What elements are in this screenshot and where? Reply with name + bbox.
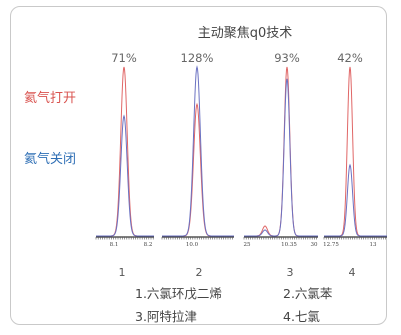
- retention-tick-label: 12.75: [323, 242, 339, 248]
- panel-number: 2: [196, 266, 203, 279]
- caption-4: 4.七氯: [283, 309, 320, 324]
- retention-tick-label: 30: [311, 242, 318, 248]
- caption-2: 2.六氯苯: [283, 286, 333, 301]
- retention-tick-label: 8.2: [144, 242, 153, 248]
- legend-helium-off: 氦气关闭: [24, 151, 76, 167]
- chromatogram-panels: 71% 8.1 8.2 1 128% 10.0 2 93% 25 10.35 30 3 42% 12.75…: [95, 51, 387, 279]
- trace-helium-off: [324, 163, 387, 237]
- chart-card: [10, 6, 387, 325]
- legend-helium-on: 氦气打开: [24, 90, 76, 106]
- retention-tick-label: 10.35: [281, 242, 297, 248]
- trace-helium-off: [244, 78, 318, 237]
- trace-helium-on: [324, 66, 387, 237]
- chart-title: 主动聚焦q0技术: [198, 26, 293, 41]
- caption-1: 1.六氯环戊二烯: [135, 286, 222, 301]
- trace-helium-off: [162, 65, 234, 237]
- trace-helium-on: [162, 102, 234, 237]
- retention-tick-label: 25: [244, 242, 251, 248]
- chromatogram-panel-3: 93% 25 10.35 30 3: [244, 51, 318, 279]
- trace-helium-off: [96, 114, 154, 237]
- panel-number: 4: [349, 266, 356, 279]
- chromatogram-panel-2: 128% 10.0 2: [161, 51, 234, 279]
- panel-number: 1: [119, 266, 126, 279]
- peak-percent-label: 71%: [111, 51, 137, 65]
- retention-tick-label: 8.1: [110, 242, 119, 248]
- peak-percent-label: 128%: [181, 51, 214, 65]
- chromatogram-panel-1: 71% 8.1 8.2 1: [95, 51, 154, 279]
- retention-tick-label: 10.0: [186, 242, 199, 248]
- chromatogram-panel-4: 42% 12.75 13 4: [323, 51, 387, 279]
- trace-helium-on: [96, 66, 154, 237]
- panel-number: 3: [287, 266, 294, 279]
- peak-percent-label: 93%: [274, 51, 300, 65]
- retention-tick-label: 13: [370, 242, 377, 248]
- caption-3: 3.阿特拉津: [135, 309, 197, 324]
- peak-percent-label: 42%: [337, 51, 363, 65]
- trace-helium-on: [244, 66, 318, 237]
